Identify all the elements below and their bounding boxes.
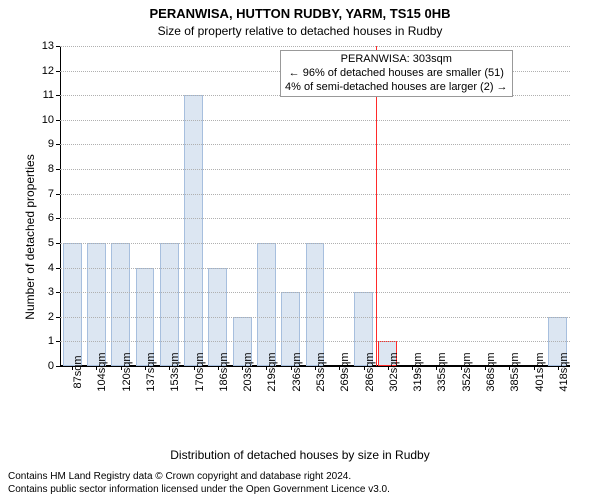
chart-subtitle: Size of property relative to detached ho… [0, 24, 600, 38]
gridline-h [60, 268, 570, 269]
gridline-h [60, 292, 570, 293]
y-tick-mark [56, 243, 60, 244]
x-axis-label: Distribution of detached houses by size … [0, 448, 600, 462]
bar [184, 95, 203, 366]
gridline-h [60, 194, 570, 195]
gridline-h [60, 341, 570, 342]
y-tick-label: 12 [42, 65, 54, 77]
gridline-h [60, 218, 570, 219]
y-tick-mark [56, 144, 60, 145]
y-tick-mark [56, 341, 60, 342]
bar [160, 243, 179, 366]
x-tick-label: 153sqm [169, 352, 181, 391]
bar [306, 243, 325, 366]
gridline-h [60, 243, 570, 244]
x-tick-label: 302sqm [388, 352, 400, 391]
x-tick-label: 401sqm [534, 352, 546, 391]
x-tick-label: 352sqm [461, 352, 473, 391]
y-tick-mark [56, 268, 60, 269]
y-tick-label: 6 [48, 212, 54, 224]
y-tick-label: 7 [48, 188, 54, 200]
gridline-h [60, 169, 570, 170]
y-tick-mark [56, 218, 60, 219]
x-tick-label: 104sqm [96, 352, 108, 391]
y-tick-mark [56, 317, 60, 318]
x-tick-label: 368sqm [485, 352, 497, 391]
y-tick-mark [56, 46, 60, 47]
y-tick-label: 0 [48, 360, 54, 372]
y-tick-mark [56, 169, 60, 170]
x-tick-label: 219sqm [266, 352, 278, 391]
y-tick-mark [56, 120, 60, 121]
bar [111, 243, 130, 366]
x-tick-label: 286sqm [364, 352, 376, 391]
y-tick-mark [56, 194, 60, 195]
annotation-line: PERANWISA: 303sqm [285, 53, 508, 67]
x-tick-label: 269sqm [339, 352, 351, 391]
y-tick-mark [56, 292, 60, 293]
y-tick-label: 5 [48, 237, 54, 249]
y-tick-label: 3 [48, 286, 54, 298]
gridline-h [60, 317, 570, 318]
y-tick-label: 1 [48, 335, 54, 347]
chart-container: PERANWISA, HUTTON RUDBY, YARM, TS15 0HB … [0, 0, 600, 500]
plot-area: 01234567891011121387sqm104sqm120sqm137sq… [60, 46, 570, 366]
y-tick-label: 8 [48, 163, 54, 175]
bar [87, 243, 106, 366]
gridline-h [60, 120, 570, 121]
y-tick-mark [56, 71, 60, 72]
y-tick-label: 10 [42, 114, 54, 126]
gridline-h [60, 144, 570, 145]
x-tick-label: 385sqm [509, 352, 521, 391]
footer-line-1: Contains HM Land Registry data © Crown c… [8, 471, 390, 484]
x-tick-label: 253sqm [315, 352, 327, 391]
x-tick-label: 335sqm [436, 352, 448, 391]
x-tick-label: 319sqm [412, 352, 424, 391]
annotation-box: PERANWISA: 303sqm← 96% of detached house… [280, 50, 513, 97]
footer-attribution: Contains HM Land Registry data © Crown c… [8, 471, 390, 496]
x-tick-label: 170sqm [194, 352, 206, 391]
bar [257, 243, 276, 366]
x-tick-label: 203sqm [242, 352, 254, 391]
footer-line-2: Contains public sector information licen… [8, 484, 390, 497]
y-tick-label: 4 [48, 262, 54, 274]
x-tick-label: 87sqm [72, 355, 84, 388]
chart-title: PERANWISA, HUTTON RUDBY, YARM, TS15 0HB [0, 6, 600, 21]
y-tick-label: 11 [43, 89, 54, 101]
y-tick-mark [56, 95, 60, 96]
gridline-h [60, 46, 570, 47]
x-tick-label: 137sqm [145, 352, 157, 391]
annotation-line: 4% of semi-detached houses are larger (2… [285, 81, 508, 95]
y-tick-label: 9 [48, 138, 54, 150]
x-tick-label: 418sqm [558, 352, 570, 391]
y-tick-label: 2 [48, 311, 54, 323]
y-tick-label: 13 [42, 40, 54, 52]
bar [63, 243, 82, 366]
x-tick-label: 186sqm [218, 352, 230, 391]
y-tick-mark [56, 366, 60, 367]
y-axis-label: Number of detached properties [23, 147, 37, 327]
x-tick-label: 120sqm [121, 352, 133, 391]
annotation-line: ← 96% of detached houses are smaller (51… [285, 67, 508, 81]
x-tick-label: 236sqm [291, 352, 303, 391]
